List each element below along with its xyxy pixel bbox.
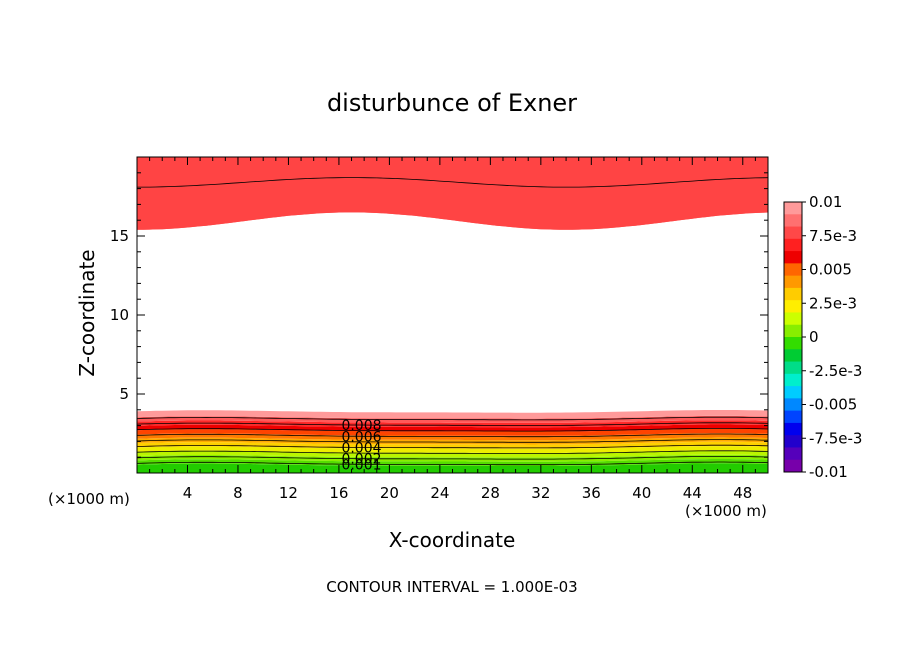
x-tick-label: 24: [430, 484, 449, 502]
x-axis-label: X-coordinate: [389, 528, 516, 552]
x-tick-label: 32: [531, 484, 550, 502]
colorbar-label: -7.5e-3: [809, 429, 862, 447]
x-tick-label: 44: [683, 484, 702, 502]
colorbar-label: 2.5e-3: [809, 294, 857, 312]
contour-line-lower: [137, 427, 768, 432]
contour-lines: [137, 177, 768, 466]
colorbar-swatch: [784, 349, 802, 363]
contour-label: 0.001: [341, 457, 381, 473]
y-axis-label: Z-coordinate: [75, 249, 99, 376]
colorbar-swatch: [784, 238, 802, 252]
contour-label: 0.004: [341, 441, 381, 457]
colorbar-label: -2.5e-3: [809, 362, 862, 380]
contour-band-upper: [137, 157, 768, 230]
colorbar-label: 0.01: [809, 193, 842, 211]
contour-line-lower: [137, 439, 768, 443]
colorbar-swatch: [784, 361, 802, 375]
contour-label: 0.006: [341, 429, 381, 445]
contour-line-lower: [137, 416, 768, 421]
x-tick-label: 8: [233, 484, 243, 502]
contour-line-lower: [137, 455, 768, 460]
x-tick-label: 40: [632, 484, 651, 502]
y-tick-label: 10: [110, 306, 129, 324]
colorbar-swatch: [784, 214, 802, 228]
x-tick-label: 12: [279, 484, 298, 502]
x-tick-label: 16: [329, 484, 348, 502]
contour-band-lower: [137, 428, 768, 436]
y-tick-label: 15: [110, 227, 129, 245]
colorbar-swatch: [784, 386, 802, 399]
colorbar-swatch: [784, 324, 802, 338]
colorbar-label: 0: [809, 328, 819, 346]
colorbar-swatch: [784, 447, 802, 461]
contour-band-lower: [137, 420, 768, 428]
x-unit-left: (×1000 m): [48, 490, 130, 508]
contour-band-lower: [137, 463, 768, 473]
colorbar-swatch: [784, 251, 802, 264]
contour-label: 0.002: [341, 452, 381, 468]
colorbar: [783, 201, 803, 473]
contour-line-lower: [137, 450, 768, 454]
colorbar-swatch: [784, 226, 802, 240]
colorbar-swatch: [784, 459, 802, 473]
colorbar-swatch: [784, 398, 802, 412]
x-tick-label: 28: [481, 484, 500, 502]
contour-line-lower: [137, 444, 768, 449]
contour-line-upper: [137, 177, 768, 188]
chart-title: disturbunce of Exner: [327, 89, 577, 117]
y-tick-label: 5: [119, 385, 129, 403]
contour-band-lower: [137, 410, 768, 419]
x-tick-label: 20: [380, 484, 399, 502]
colorbar-swatch: [784, 275, 802, 289]
colorbar-label: -0.005: [809, 396, 857, 414]
colorbar-labels: 0.01 7.5e-3 0.005 2.5e-3 0 -2.5e-3 -0.005 -7.5e…: [802, 193, 862, 481]
colorbar-swatch: [784, 300, 802, 313]
contour-band-lower: [137, 446, 768, 454]
colorbar-swatch: [784, 373, 802, 387]
colorbar-swatch: [784, 263, 802, 277]
colorbar-swatch: [784, 422, 802, 436]
x-tick-label: 4: [183, 484, 193, 502]
x-tick-label: 36: [582, 484, 601, 502]
x-unit-right: (×1000 m): [685, 502, 767, 520]
colorbar-swatch: [784, 312, 802, 326]
contour-label: 0.008: [341, 418, 381, 434]
contour-interval-note: CONTOUR INTERVAL = 1.000E-03: [326, 578, 577, 596]
x-tick-label: 48: [733, 484, 752, 502]
colorbar-label: -0.01: [809, 463, 848, 481]
colorbar-swatch: [784, 337, 802, 350]
axis-ticks: [137, 157, 768, 473]
colorbar-swatch: [784, 287, 802, 301]
contour-band-lower: [137, 437, 768, 445]
x-tick-labels: 4 8 12 16 20 24 28 32 36 40 44 48: [183, 484, 753, 502]
contour-line-lower: [137, 461, 768, 466]
colorbar-swatch: [784, 435, 802, 448]
y-tick-labels: 5 10 15: [110, 227, 129, 403]
contour-line-lower: [137, 433, 768, 438]
contour-line-lower: [137, 422, 768, 426]
colorbar-swatch: [784, 202, 802, 215]
colorbar-swatch: [784, 410, 802, 424]
colorbar-label: 7.5e-3: [809, 227, 857, 245]
contour-band-lower: [137, 454, 768, 462]
colorbar-label: 0.005: [809, 261, 852, 279]
